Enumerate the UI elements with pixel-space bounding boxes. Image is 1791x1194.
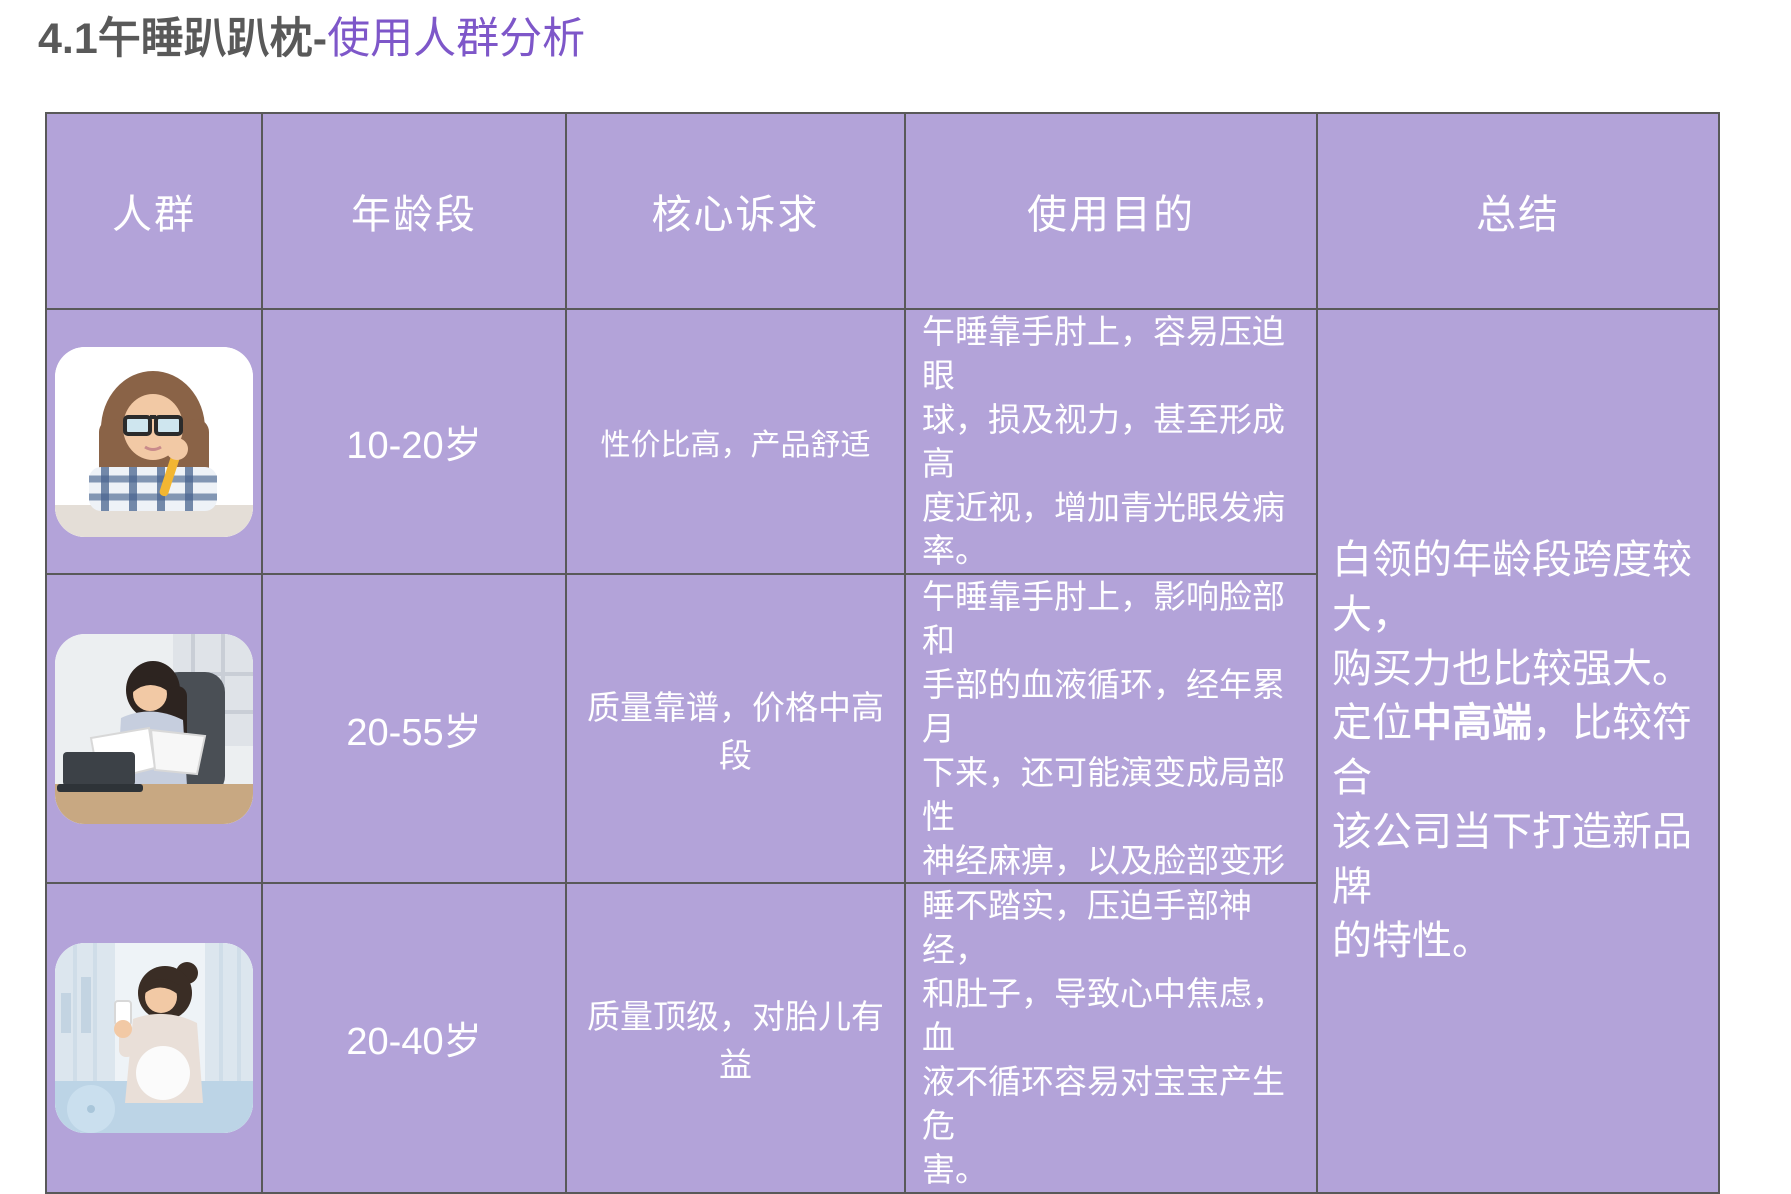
title-suffix: 使用人群分析 <box>327 15 586 63</box>
table-row-student: 10-20岁 性价比高，产品舒适 午睡靠手肘上，容易压迫眼 球，损及视力，甚至形… <box>45 307 1720 1194</box>
usage-purpose-cell: 午睡靠手肘上，容易压迫眼 球，损及视力，甚至形成高 度近视，增加青光眼发病率。 <box>904 307 1318 576</box>
age-range-cell: 20-40岁 <box>261 882 567 1194</box>
age-range-cell: 10-20岁 <box>261 307 567 576</box>
photo-cell <box>45 307 263 576</box>
col-header-demand: 核心诉求 <box>565 112 906 310</box>
summary-text-bold: 中高端 <box>1412 701 1532 746</box>
col-header-people: 人群 <box>45 112 263 310</box>
summary-text: 白领的年龄段跨度较大， 购买力也比较强大。 定位中高端，比较符合 该公司当下打造… <box>1332 533 1710 968</box>
table-header-row: 人群 年龄段 核心诉求 使用目的 总结 <box>45 112 1720 310</box>
photo-cell <box>45 573 263 885</box>
user-analysis-table: 人群 年龄段 核心诉求 使用目的 总结 <box>45 112 1720 1194</box>
office-woman-photo <box>55 633 253 824</box>
usage-purpose-cell: 睡不踏实，压迫手部神经， 和肚子，导致心中焦虑，血 液不循环容易对宝宝产生危 害… <box>904 882 1318 1194</box>
photo-cell <box>45 882 263 1194</box>
col-header-summary: 总结 <box>1316 112 1720 310</box>
core-demand-cell: 质量靠谱，价格中高段 <box>565 573 906 885</box>
summary-cell: 白领的年龄段跨度较大， 购买力也比较强大。 定位中高端，比较符合 该公司当下打造… <box>1316 308 1720 1194</box>
col-header-purpose: 使用目的 <box>904 112 1318 310</box>
pregnant-woman-photo <box>55 942 253 1133</box>
student-girl-photo <box>55 346 253 537</box>
core-demand-cell: 质量顶级，对胎儿有益 <box>565 882 906 1194</box>
page-title: 4.1午睡趴趴枕-使用人群分析 <box>38 15 586 63</box>
col-header-age: 年龄段 <box>261 112 567 310</box>
age-range-cell: 20-55岁 <box>261 573 567 885</box>
core-demand-cell: 性价比高，产品舒适 <box>565 307 906 576</box>
summary-text-after: ，比较符合 该公司当下打造新品牌 的特性。 <box>1332 701 1692 963</box>
usage-purpose-cell: 午睡靠手肘上，影响脸部和 手部的血液循环，经年累月 下来，还可能演变成局部性 神… <box>904 573 1318 885</box>
title-prefix: 4.1午睡趴趴枕- <box>38 15 328 63</box>
summary-text-before: 白领的年龄段跨度较大， 购买力也比较强大。 定位 <box>1332 538 1692 746</box>
table-row-office-worker: 20-55岁 质量靠谱，价格中高段 午睡靠手肘上，影响脸部和 手部的血液循环，经… <box>45 573 1719 885</box>
